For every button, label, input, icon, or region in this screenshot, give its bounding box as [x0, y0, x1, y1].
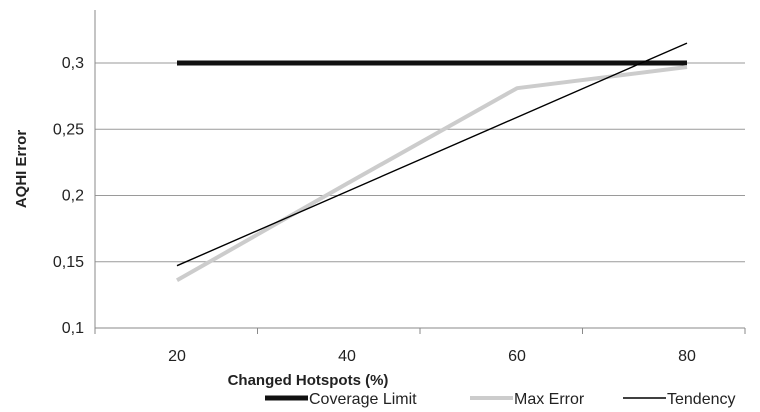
y-tick-label-2: 0,2	[62, 188, 84, 205]
y-tick-label-4: 0,3	[62, 55, 84, 72]
x-tick-label-2: 60	[508, 348, 526, 365]
axes	[94, 10, 746, 334]
y-tick-label-0: 0,1	[62, 320, 84, 337]
series-line-max-error	[176, 65, 688, 283]
y-axis-title: AQHI Error	[13, 130, 30, 209]
x-tick-labels: 20 40 60 80	[168, 348, 696, 365]
y-tick-label-1: 0,15	[53, 254, 84, 271]
y-tick-labels: 0,1 0,15 0,2 0,25 0,3	[53, 55, 84, 337]
legend-label-1: Max Error	[514, 391, 585, 408]
series-line-tendency	[176, 42, 688, 267]
y-tick-label-3: 0,25	[53, 121, 84, 138]
x-tick-label-1: 40	[338, 348, 356, 365]
series-lines	[176, 42, 688, 283]
legend-label-0: Coverage Limit	[309, 391, 417, 408]
x-axis-title: Changed Hotspots (%)	[228, 372, 389, 389]
x-tick-label-0: 20	[168, 348, 186, 365]
legend-label-2: Tendency	[667, 391, 736, 408]
legend: Coverage Limit Max Error Tendency	[265, 391, 736, 408]
gridlines	[95, 62, 745, 263]
x-tick-label-3: 80	[678, 348, 696, 365]
